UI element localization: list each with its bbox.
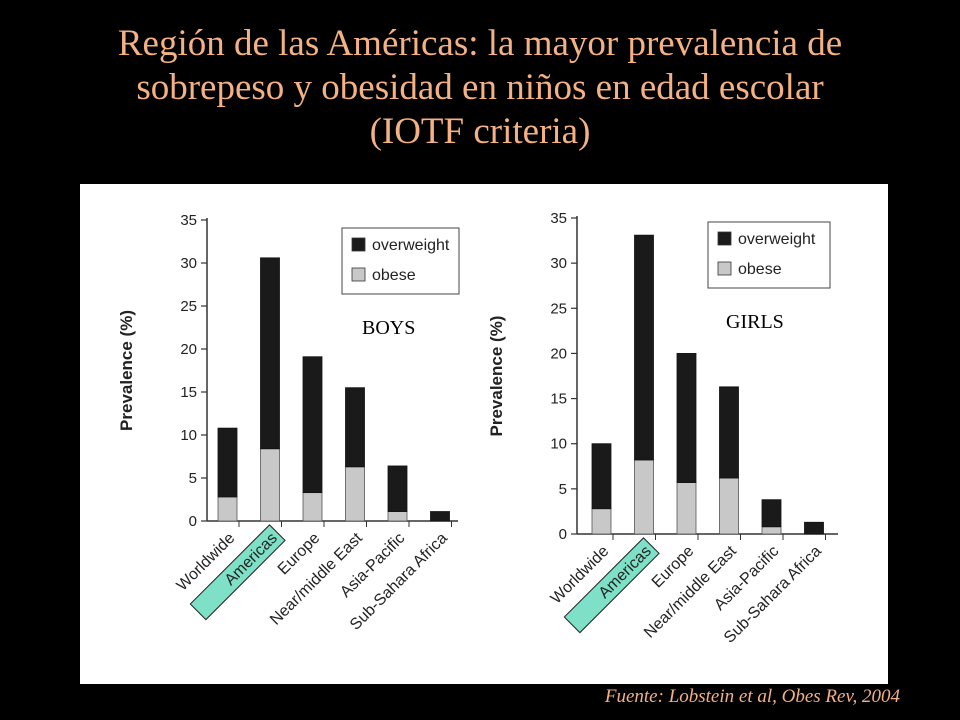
girls-y-tick-label: 5	[559, 481, 567, 498]
slide-title: Región de las Américas: la mayor prevale…	[20, 22, 940, 154]
boys-y-tick-label: 35	[180, 212, 197, 229]
girls-y-tick-label: 35	[550, 210, 567, 227]
girls-bar-overweight	[804, 521, 824, 535]
boys-y-tick-label: 20	[180, 341, 197, 358]
boys-y-tick-label: 25	[180, 298, 197, 315]
title-line-3: (IOTF criteria)	[369, 111, 591, 152]
boys-bar-group	[387, 465, 408, 522]
boys-bar-obese	[302, 492, 323, 522]
boys-legend-label-obese: obese	[372, 267, 416, 284]
boys-legend: overweight obese	[341, 227, 460, 295]
boys-legend-swatch-obese	[351, 267, 366, 282]
girls-y-tick-label: 20	[550, 345, 567, 362]
boys-bar-group	[345, 387, 365, 522]
girls-bar-group	[804, 521, 824, 535]
boys-bar-overweight	[345, 387, 365, 468]
boys-y-tick-label: 15	[180, 384, 197, 401]
boys-bar-obese	[387, 511, 408, 522]
boys-y-tick-label: 10	[180, 427, 197, 444]
boys-y-axis-label: Prevalence (%)	[117, 310, 136, 431]
boys-bar-overweight	[302, 356, 323, 494]
boys-bar-obese	[260, 448, 280, 522]
girls-legend: overweight obese	[707, 221, 831, 289]
boys-bar-group	[260, 257, 280, 522]
girls-legend-swatch-overweight	[717, 231, 732, 246]
source-note: Fuente: Lobstein et al, Obes Rev, 2004	[604, 686, 900, 707]
girls-bar-overweight	[761, 499, 782, 528]
girls-bar-group	[591, 443, 612, 535]
girls-y-tick-label: 15	[550, 391, 567, 408]
girls-bar-group	[719, 386, 739, 535]
girls-bar-group	[634, 234, 654, 535]
boys-bar-obese	[217, 496, 238, 522]
girls-bar-obese	[719, 477, 739, 535]
girls-bar-overweight	[719, 386, 739, 479]
boys-americas-highlight	[189, 524, 286, 621]
girls-y-tick-label: 30	[550, 255, 567, 272]
boys-bar-group	[217, 427, 238, 522]
girls-y-axis-label: Prevalence (%)	[487, 316, 506, 437]
title-line-2: sobrepeso y obesidad en niños en edad es…	[136, 67, 824, 108]
boys-bar-obese	[345, 466, 365, 522]
boys-bar-group	[302, 356, 323, 522]
girls-bar-obese	[761, 526, 782, 535]
girls-bar-obese	[634, 459, 654, 535]
girls-bar-obese	[591, 508, 612, 535]
girls-legend-label-overweight: overweight	[738, 231, 816, 248]
girls-legend-label-obese: obese	[738, 261, 782, 278]
boys-legend-label-overweight: overweight	[372, 237, 450, 254]
title-line-1: Región de las Américas: la mayor prevale…	[117, 23, 843, 64]
girls-legend-swatch-obese	[717, 261, 732, 276]
boys-y-tick-label: 0	[189, 513, 197, 530]
girls-bar-obese	[676, 482, 697, 535]
girls-y-tick-label: 25	[550, 300, 567, 317]
boys-bar-group	[430, 511, 450, 522]
boys-panel-label: BOYS	[362, 317, 415, 339]
chart-panel: 0 5 10 15 20 25 30 35 Prevalence (%) Worldwide Ame…	[80, 184, 888, 684]
girls-y-tick-label: 0	[559, 526, 567, 543]
boys-bar-overweight	[430, 511, 450, 522]
girls-panel-label: GIRLS	[726, 311, 784, 333]
boys-y-tick-label: 30	[180, 255, 197, 272]
girls-bar-group	[676, 353, 697, 535]
girls-bar-overweight	[591, 443, 612, 510]
boys-bar-overweight	[217, 427, 238, 498]
girls-bar-overweight	[634, 234, 654, 461]
boys-bar-overweight	[260, 257, 280, 450]
boys-bar-overweight	[387, 465, 408, 512]
girls-y-tick-label: 10	[550, 436, 567, 453]
girls-bar-group	[761, 499, 782, 535]
girls-bar-overweight	[676, 353, 697, 483]
girls-americas-highlight	[563, 537, 660, 634]
boys-legend-swatch-overweight	[351, 237, 366, 252]
boys-y-tick-label: 5	[189, 470, 197, 487]
